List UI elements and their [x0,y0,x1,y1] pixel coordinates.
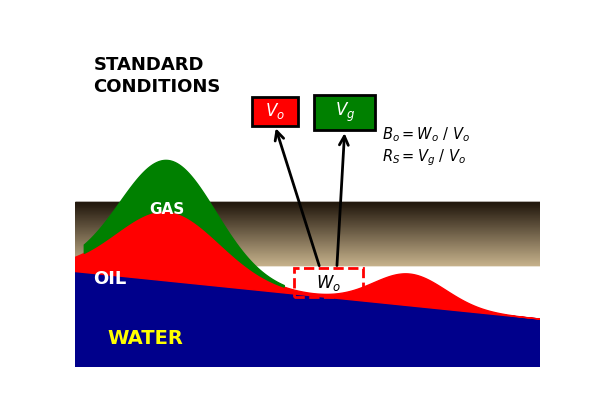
Bar [75,260,540,261]
Bar [75,229,540,230]
Bar [75,208,540,209]
Bar [75,243,540,244]
Bar [75,205,540,206]
Bar [75,261,540,262]
Bar [75,235,540,236]
Text: STANDARD: STANDARD [94,56,204,74]
Bar [75,224,540,225]
Bar [75,230,540,231]
Bar [75,232,540,233]
Text: $B_o = W_o\ /\ V_o$: $B_o = W_o\ /\ V_o$ [382,126,470,145]
Bar [75,211,540,212]
Text: $R_S = V_g\ /\ V_o$: $R_S = V_g\ /\ V_o$ [382,147,466,168]
Text: WATER: WATER [107,330,184,349]
Bar [75,254,540,255]
Bar [75,225,540,226]
Bar [75,226,540,227]
Bar [75,257,540,258]
Text: $V_o$: $V_o$ [265,101,285,121]
Bar [75,221,540,222]
Bar [75,247,540,248]
Bar [75,249,540,250]
Bar [75,234,540,235]
Bar [75,250,540,251]
Bar [75,222,540,223]
Bar [75,220,540,221]
Text: $W_o$: $W_o$ [316,273,341,293]
Bar [75,231,540,232]
Bar [75,236,540,237]
Bar [75,206,540,207]
Bar [75,256,540,257]
Bar [75,207,540,208]
Bar [75,258,540,259]
Bar [75,253,540,254]
Bar [75,252,540,253]
Text: OIL: OIL [94,270,127,288]
Polygon shape [84,160,284,287]
Text: GAS: GAS [149,202,185,218]
Bar [75,240,540,241]
Bar [75,248,540,249]
Bar [75,202,540,203]
Bar [75,227,540,228]
Bar [75,228,540,229]
Bar [75,244,540,245]
Bar [75,215,540,216]
Polygon shape [75,211,540,319]
FancyBboxPatch shape [314,96,375,130]
Bar [75,262,540,263]
Bar [75,246,540,247]
Bar [75,204,540,205]
Bar [75,210,540,211]
Bar [75,214,540,215]
Bar [75,245,540,246]
Bar [75,209,540,210]
Bar [75,255,540,256]
Bar [75,223,540,224]
Text: $V_g$: $V_g$ [335,101,355,124]
Bar [75,212,540,213]
Bar [75,213,540,214]
Bar [75,238,540,239]
Bar [75,217,540,218]
Bar [75,216,540,217]
Bar [75,49,540,202]
Bar [75,251,540,252]
FancyBboxPatch shape [252,97,298,126]
Bar [75,241,540,242]
Bar [75,219,540,220]
Bar [75,239,540,240]
Text: CONDITIONS: CONDITIONS [94,78,221,96]
Bar [75,233,540,234]
Bar [75,237,540,238]
Bar [75,218,540,219]
Bar [75,203,540,204]
Polygon shape [75,272,540,367]
Bar [75,264,540,265]
Bar [75,263,540,264]
Bar [75,242,540,243]
Bar [75,259,540,260]
